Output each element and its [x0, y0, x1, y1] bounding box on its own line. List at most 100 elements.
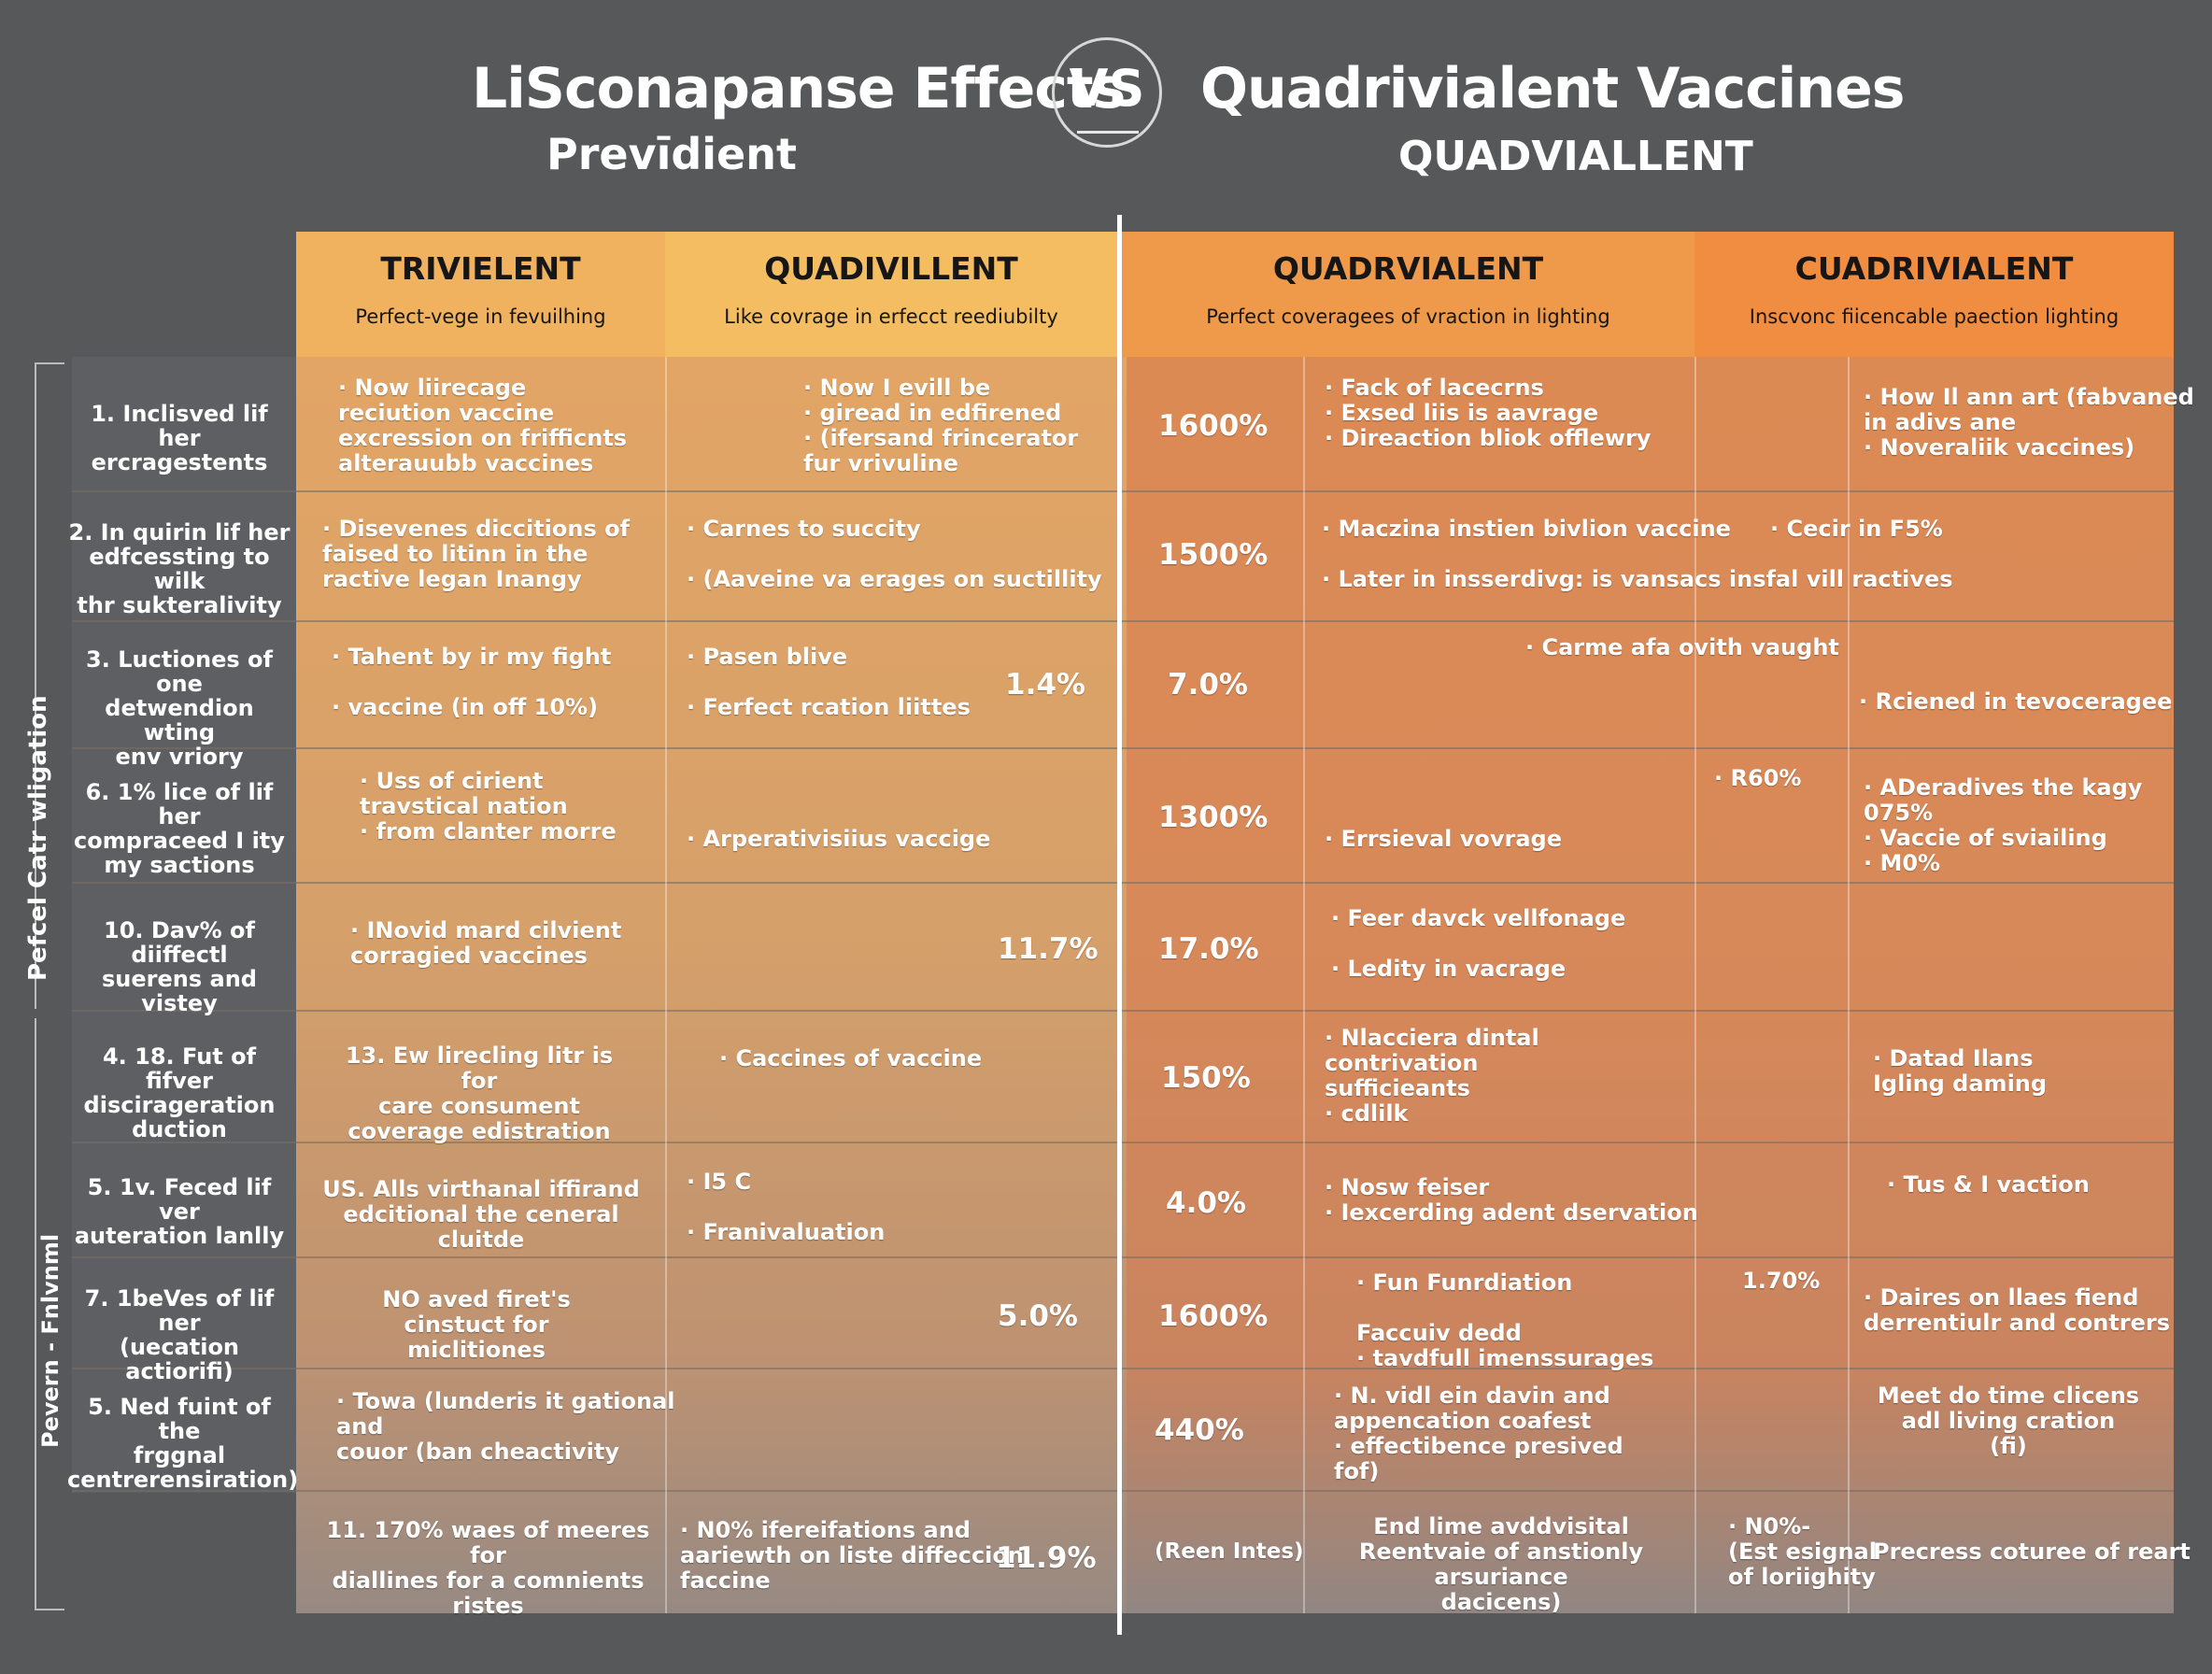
cell-percent: 7.0%: [1168, 668, 1248, 702]
row-divider: [72, 1256, 2174, 1258]
cell-trivielent: · Tahent by ir my fight · vaccine (in of…: [332, 644, 612, 720]
column-divider: [665, 357, 667, 1613]
row-label: 6. 1% lice of lif her compraceed I ity m…: [74, 779, 285, 878]
cell-trivielent: 11. 170% waes of meeres for diallines fo…: [326, 1517, 650, 1619]
header-subtitle: Inscvonc fiicencable paection lighting: [1749, 305, 2120, 328]
row-label: 5. 1v. Feced lif ver auteration lanlly: [74, 1174, 285, 1249]
row-divider: [72, 620, 2174, 622]
cell-cuadrivialent: · ADeradives the kagy 075% · Vaccie of s…: [1864, 774, 2143, 876]
cell-cuadrivialent: · Cecir in F5%: [1770, 516, 1943, 542]
row-divider: [72, 490, 2174, 492]
cell-small-percent: · R60%: [1714, 765, 1802, 791]
cell-cuadrivialent: · Datad Ilans Igling daming: [1873, 1045, 2048, 1097]
subtitle-left: Prevīdient: [546, 129, 797, 179]
cell-trivielent: · Now liirecage reciution vaccine excres…: [338, 375, 628, 476]
cell-quadrvialent: · Maczina instien bivlion vaccine · Late…: [1322, 516, 1953, 592]
cell-percent: 11.7%: [998, 932, 1099, 966]
vs-badge: VS: [1052, 37, 1162, 148]
cell-quadrvialent: · Fun Funrdiation Faccuiv dedd · tavdful…: [1356, 1270, 1654, 1371]
column-divider: [1694, 357, 1696, 1613]
cell-percent: 11.9%: [996, 1541, 1097, 1575]
side-bracket-lower: [35, 1018, 64, 1610]
cell-trivielent: · INovid mard cilvient corragied vaccine…: [350, 917, 622, 969]
header-title: QUADRVIALENT: [1272, 250, 1544, 287]
header-title: QUADIVILLENT: [764, 250, 1018, 287]
cell-trivielent: US. Alls virthanal iffirand edcitional t…: [322, 1176, 640, 1253]
cell-quadrvialent: · Carme afa ovith vaught: [1525, 634, 1839, 660]
cell-small-percent: · N0%- (Est esignal of loriighity: [1728, 1513, 1877, 1590]
cell-percent: 4.0%: [1166, 1186, 1246, 1220]
cell-percent: 5.0%: [998, 1299, 1078, 1333]
row-label: 5. Ned fuint of the frggnal centrerensir…: [67, 1394, 299, 1493]
cell-trivielent: · Towa (lunderis it gational and couor (…: [336, 1388, 675, 1465]
cell-percent: 1300%: [1158, 801, 1269, 834]
header-title: CUADRIVIALENT: [1794, 250, 2074, 287]
cell-percent: 1.4%: [1005, 668, 1085, 702]
cell-quadrvialent: · Nosw feiser · Iexcerding adent dservat…: [1325, 1174, 1698, 1226]
cell-quadrvialent: · Nlacciera dintal contrivation sufficie…: [1325, 1025, 1539, 1127]
row-label: 10. Dav% of diiffectl suerens and vistey: [102, 917, 257, 1016]
cell-trivielent: NO aved firet's cinstuct for miclitiones: [382, 1286, 571, 1363]
cell-quadrvialent: · Fack of lacecrns · Exsed liis is aavra…: [1325, 375, 1652, 451]
cell-trivielent: · Uss of cirient travstical nation · fro…: [360, 768, 617, 844]
cell-quadivillent: · I5 C · Franivaluation: [687, 1169, 886, 1245]
side-bracket-upper: [35, 362, 64, 1009]
title-right: Quadrivialent Vaccines: [1200, 56, 1905, 121]
row-divider: [72, 1368, 2174, 1369]
row-divider: [72, 747, 2174, 749]
table-left-background: [296, 357, 1239, 1613]
cell-cuadrivialent: Meet do time clicens adl living cration …: [1877, 1383, 2140, 1459]
column-divider: [1848, 357, 1850, 1613]
cell-small-percent: 1.70%: [1742, 1268, 1821, 1294]
title-left: LiSconapanse Effects: [472, 56, 1126, 121]
header-quadrvialent: QUADRVIALENT Perfect coveragees of vract…: [1122, 232, 1694, 357]
vs-divider: [1117, 215, 1122, 1635]
column-divider: [1303, 357, 1305, 1613]
row-divider: [72, 882, 2174, 884]
header-subtitle: Perfect coveragees of vraction in lighti…: [1206, 305, 1610, 328]
cell-trivielent: 13. Ew lirecling litr is for care consum…: [345, 1043, 614, 1144]
table-right-background: [1127, 357, 2174, 1613]
cell-quadivillent: · Carnes to succity · (Aaveine va erages…: [687, 516, 1102, 592]
cell-cuadrivialent: · Daires on llaes fiend derrentiulr and …: [1864, 1284, 2171, 1336]
cell-quadivillent: · N0% ifereifations and aariewth on list…: [680, 1517, 1024, 1594]
cell-quadivillent: · Caccines of vaccine: [719, 1045, 983, 1071]
cell-percent: 17.0%: [1158, 932, 1259, 966]
header-title: TRIVIELENT: [380, 250, 581, 287]
row-divider: [72, 1142, 2174, 1143]
row-label-column: [72, 357, 296, 1493]
header-cuadrivialent: CUADRIVIALENT Inscvonc fiicencable paect…: [1694, 232, 2174, 357]
row-label: 3. Luctiones of one detwendion wting env…: [86, 646, 273, 770]
cell-quadivillent: · Now I evill be · giread in edfirened ·…: [803, 375, 1079, 476]
side-label-lower: Pevern - Fnlvnml: [37, 1233, 64, 1448]
row-label: 1. Inclisved lif her ercragestents: [91, 401, 268, 475]
header-subtitle: Like covrage in erfecct reediubilty: [724, 305, 1058, 328]
cell-quadrvialent: End lime avddvisital Reentvaie of anstio…: [1358, 1513, 1644, 1615]
cell-cuadrivialent: · Rciened in tevoceragee: [1859, 688, 2173, 715]
row-label: 4. 18. Fut of fifver discirageration duc…: [83, 1043, 276, 1142]
cell-quadrvialent: · Feer davck vellfonage · Ledity in vacr…: [1331, 905, 1626, 982]
vs-underline: [1077, 131, 1139, 134]
cell-cuadrivialent: · Tus & I vaction: [1887, 1171, 2090, 1198]
row-label: 2. In quirin lif her edfcessting to wilk…: [68, 519, 291, 618]
cell-percent: 1600%: [1158, 409, 1269, 443]
cell-percent: 440%: [1155, 1413, 1244, 1447]
cell-quadrvialent-note: (Reen Intes): [1155, 1539, 1304, 1564]
cell-quadrvialent: · N. vidl ein davin and appencation coaf…: [1334, 1383, 1624, 1484]
cell-quadrvialent: · Errsieval vovrage: [1325, 826, 1563, 852]
cell-percent: 150%: [1161, 1061, 1251, 1095]
cell-trivielent: · Disevenes diccitions of faised to liti…: [322, 516, 631, 592]
header-trivielent: TRIVIELENT Perfect-vege in fevuilhing: [296, 232, 665, 357]
cell-quadivillent: · Pasen blive · Ferfect rcation liittes: [687, 644, 971, 720]
cell-quadivillent: · Arperativisiius vaccige: [687, 826, 991, 852]
header-subtitle: Perfect-vege in fevuilhing: [355, 305, 606, 328]
header-quadivillent: QUADIVILLENT Like covrage in erfecct ree…: [665, 232, 1117, 357]
cell-percent: 1600%: [1158, 1299, 1269, 1333]
side-label-upper: Pefcel Catr wligation: [24, 695, 52, 981]
cell-cuadrivialent: Precress coturee of reart: [1873, 1539, 2191, 1565]
row-divider: [72, 1490, 2174, 1492]
row-divider: [72, 1010, 2174, 1012]
cell-cuadrivialent: · How Il ann art (fabvaned in adivs ane …: [1864, 384, 2194, 461]
cell-percent: 1500%: [1158, 538, 1269, 572]
subtitle-right: QUADVIALLENT: [1398, 133, 1753, 180]
